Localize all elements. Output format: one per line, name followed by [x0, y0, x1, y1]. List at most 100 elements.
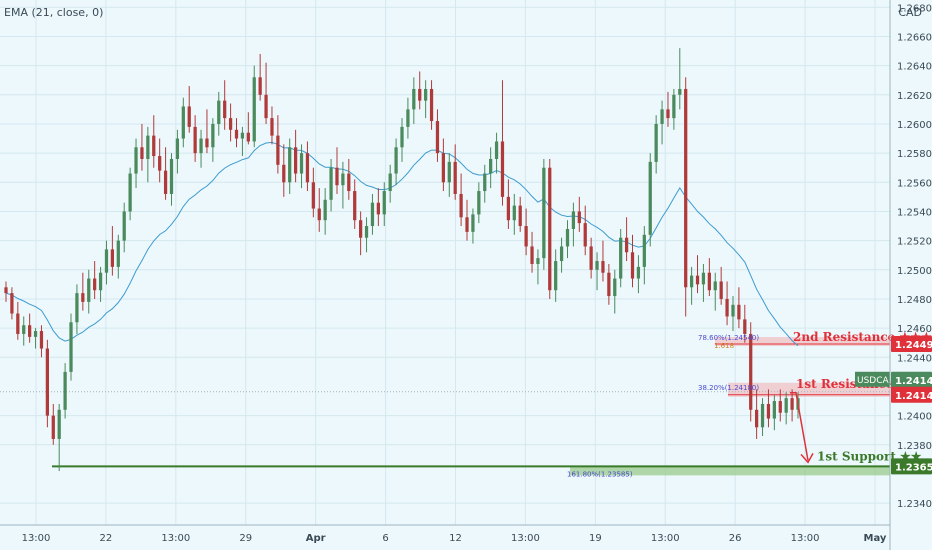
candle-body [737, 304, 741, 320]
x-tick-label: 29 [239, 533, 252, 544]
y-tick-label: 1.25600 [897, 178, 932, 189]
candle-body [110, 249, 115, 267]
candle-body [542, 167, 546, 259]
ema-line [5, 141, 799, 347]
candle-body [140, 147, 144, 159]
price-axis[interactable]: 1.26800 1.26600 1.26400 1.26200 1.26000 1.258… [889, 0, 932, 550]
x-tick-label: 13:00 [651, 533, 680, 544]
candle-body [400, 126, 404, 148]
candle-body [772, 401, 776, 419]
candle-body [459, 193, 463, 218]
x-tick-label: 13:00 [22, 533, 51, 544]
candle-body [382, 191, 386, 215]
candle-body [57, 409, 61, 439]
candle-body [364, 226, 369, 238]
candle-body [749, 333, 753, 410]
candles [4, 48, 800, 472]
candle-body [270, 118, 274, 136]
candle-body [619, 237, 623, 279]
candle-body [447, 161, 451, 183]
time-axis[interactable]: 13:00 22 13:00 29 Apr 6 12 13:00 19 13:00 26 13:00 M… [0, 524, 890, 544]
candle-body [116, 240, 120, 267]
candle-body [406, 109, 410, 127]
candle-body [494, 141, 499, 159]
candle-body [613, 278, 617, 297]
candle-body [22, 325, 26, 334]
candle-body [589, 246, 593, 270]
y-tick-label: 1.23400 [897, 499, 932, 510]
candle-body [234, 129, 239, 139]
candle-body [33, 331, 38, 337]
x-tick-label: 13:00 [511, 533, 540, 544]
x-tick-label: Apr [306, 533, 326, 544]
y-tick-label: 1.26000 [897, 120, 932, 131]
y-tick-label: 1.26800 [897, 3, 932, 14]
candle-body [329, 167, 333, 200]
y-tick-label: 1.24400 [897, 353, 932, 364]
candle-body [536, 258, 540, 264]
candle-body [636, 266, 641, 279]
candle-body [87, 278, 91, 302]
y-tick-label: 1.25000 [897, 266, 932, 277]
indicator-legend[interactable]: EMA (21, close, 0) [4, 6, 104, 19]
x-tick-label: 19 [589, 533, 602, 544]
symbol-label: USDCAD [857, 376, 896, 386]
candle-body [784, 398, 788, 413]
projection-arrow [790, 392, 809, 461]
y-tick-label: 1.26400 [897, 62, 932, 73]
candle-body [152, 135, 156, 157]
candle-body [228, 118, 233, 130]
candle-body [98, 272, 103, 291]
candle-body [565, 228, 570, 247]
fib-label-r2-small: 1.618 [714, 342, 734, 350]
candle-body [418, 88, 422, 101]
candle-body [45, 348, 49, 416]
candle-body [299, 153, 304, 174]
candle-body [678, 88, 682, 95]
candle-body [483, 173, 487, 192]
candle-body [311, 182, 315, 209]
candle-body [778, 401, 782, 413]
candle-body [654, 123, 658, 162]
y-tick-label: 1.26200 [897, 91, 932, 102]
first-support-price-tag-bg [891, 458, 932, 475]
zones [0, 337, 890, 476]
symbol-price-tag: 1.24143 [895, 376, 932, 387]
y-tick-label: 1.24000 [897, 412, 932, 423]
candle-body [122, 211, 126, 241]
candle-body [743, 319, 747, 334]
candle-body [435, 121, 440, 154]
support-zone [570, 466, 890, 476]
grid-lines [0, 0, 890, 525]
candle-body [489, 158, 493, 174]
candle-body [695, 275, 700, 285]
candle-body [258, 77, 262, 95]
fib-label-s1: 161.80%(1.23585) [567, 470, 633, 478]
candle-body [28, 325, 32, 337]
candle-body [388, 173, 392, 192]
candle-body [317, 208, 321, 221]
candle-body [666, 109, 670, 119]
first-resistance-price-tag: 1.24143 [895, 391, 932, 402]
candle-body [453, 161, 457, 194]
candle-body [347, 173, 351, 192]
candle-body [128, 173, 132, 212]
candle-body [548, 167, 552, 291]
candle-body [394, 147, 398, 174]
candle-body [506, 196, 511, 221]
candle-body [731, 304, 735, 317]
candle-body [512, 205, 516, 221]
candle-body [288, 147, 292, 183]
candle-body [4, 287, 8, 294]
candle-body [684, 88, 688, 288]
candle-body [577, 211, 581, 224]
x-tick-label: May [864, 533, 887, 544]
candle-body [790, 398, 794, 410]
candle-body [725, 298, 729, 317]
x-tick-label: 6 [382, 533, 388, 544]
candle-body [530, 246, 534, 264]
symbol-price-tag-bg [891, 371, 932, 388]
candle-body [199, 138, 203, 154]
symbol-label-bg [855, 371, 890, 387]
